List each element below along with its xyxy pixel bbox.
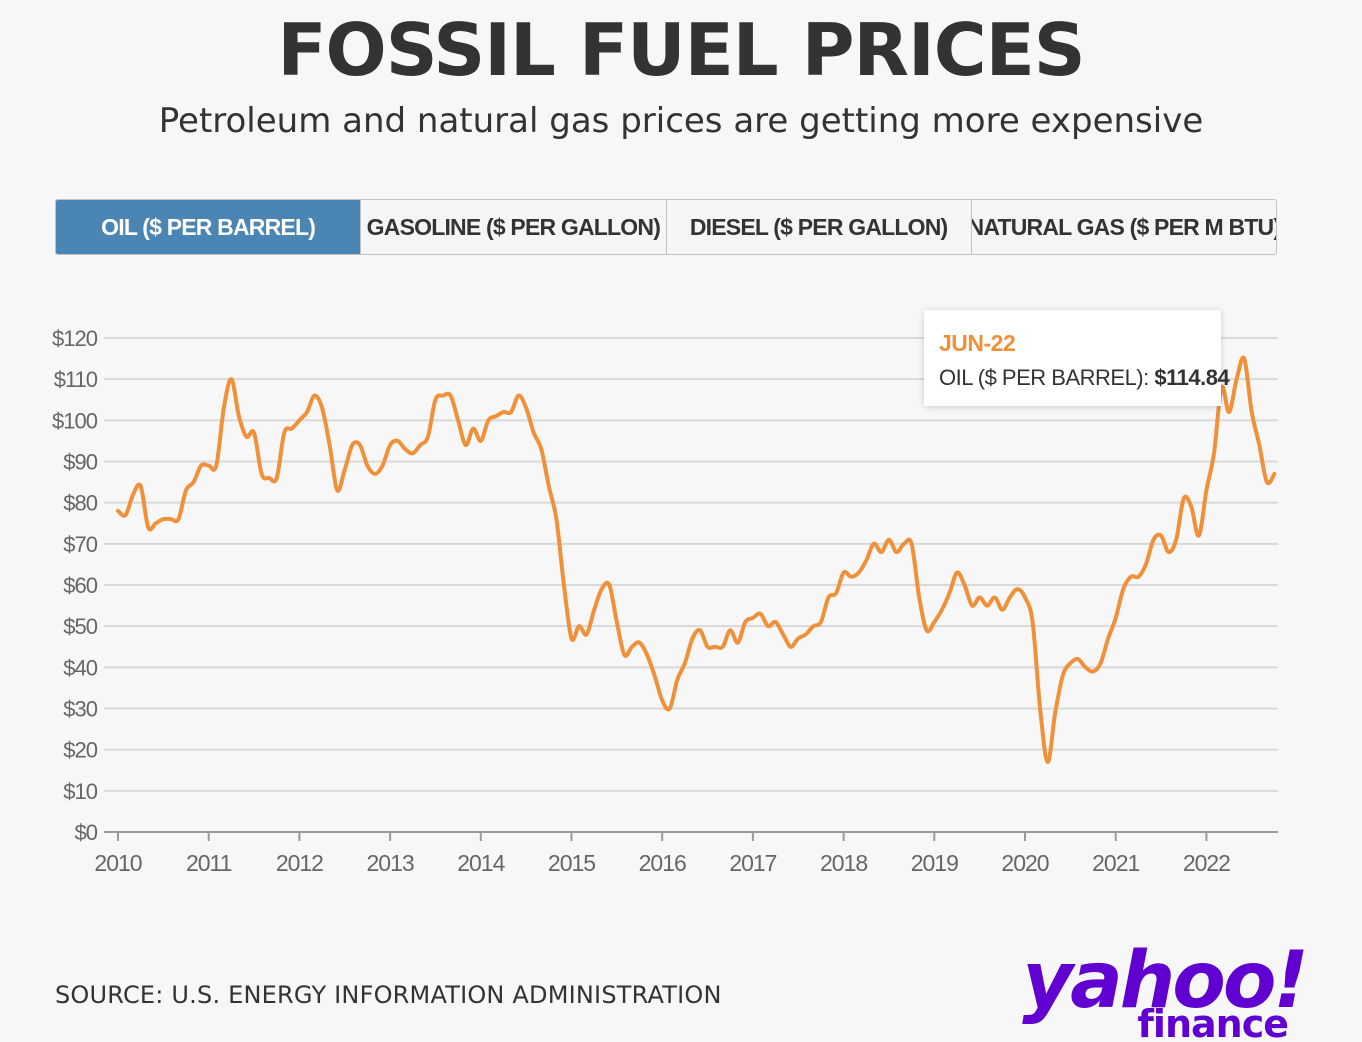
x-tick-label: 2012 (276, 850, 323, 876)
x-axis: 2010 2011 2012 2013 2014 2015 2016 2017 2018 2019… (94, 832, 1231, 876)
series-line-oil[interactable] (116, 355, 1277, 765)
y-tick-label: $60 (63, 573, 97, 598)
y-tick-label: $20 (63, 738, 97, 763)
x-tick-label: 2021 (1092, 850, 1139, 876)
y-tick-label: $70 (63, 532, 97, 557)
x-tick-label: 2019 (911, 850, 958, 876)
tooltip-value: $114.84 (1154, 365, 1230, 390)
chart-grid (104, 337, 1278, 833)
x-tick-label: 2010 (94, 850, 141, 876)
yahoo-finance-logo[interactable]: yahoo! finance (1022, 936, 1320, 1042)
y-tick-label: $110 (54, 367, 98, 392)
y-tick-label: $0 (75, 820, 98, 845)
chart-series (116, 355, 1277, 765)
tooltip-date: JUN-22 (939, 330, 1016, 356)
x-tick-label: 2020 (1001, 850, 1048, 876)
x-tick-label: 2014 (457, 850, 505, 876)
y-tick-label: $100 (52, 408, 98, 433)
y-tick-label: $120 (52, 326, 98, 351)
logo-main-text: yahoo! (1022, 936, 1309, 1026)
tab-gasoline[interactable]: GASOLINE ($ PER GALLON) (360, 200, 665, 254)
chart-tooltip: JUN-22 OIL ($ PER BARREL): $114.84 (924, 310, 1230, 406)
fuel-tabs: OIL ($ PER BARREL) GASOLINE ($ PER GALLO… (55, 199, 1277, 255)
page-title: FOSSIL FUEL PRICES (277, 8, 1085, 92)
y-tick-label: $40 (63, 655, 97, 680)
tooltip-series-label: OIL ($ PER BARREL): (939, 365, 1149, 390)
logo-sub-text: finance (1137, 1002, 1289, 1042)
y-tick-label: $30 (63, 697, 97, 722)
y-tick-label: $50 (63, 614, 97, 639)
page-subtitle: Petroleum and natural gas prices are get… (158, 101, 1204, 141)
tab-natural-gas[interactable]: NATURAL GAS ($ PER M BTU) (970, 200, 1276, 254)
x-tick-label: 2011 (186, 850, 232, 876)
source-note: SOURCE: U.S. ENERGY INFORMATION ADMINIST… (55, 981, 722, 1009)
y-tick-label: $90 (63, 450, 97, 475)
y-axis: $0 $10 $20 $30 $40 $50 $60 $70 $80 $90 $100 $110 $12… (52, 326, 99, 845)
x-tick-label: 2018 (820, 850, 867, 876)
y-tick-label: $80 (63, 491, 97, 516)
y-tick-label: $10 (63, 779, 97, 804)
tooltip-value-line: OIL ($ PER BARREL): $114.84 (939, 365, 1230, 391)
x-tick-label: 2013 (367, 850, 414, 876)
x-tick-label: 2017 (729, 850, 776, 876)
x-tick-label: 2015 (548, 850, 595, 876)
tab-diesel[interactable]: DIESEL ($ PER GALLON) (665, 200, 971, 254)
tab-oil[interactable]: OIL ($ PER BARREL) (56, 200, 361, 254)
x-tick-label: 2016 (639, 850, 686, 876)
x-tick-label: 2022 (1183, 850, 1230, 876)
